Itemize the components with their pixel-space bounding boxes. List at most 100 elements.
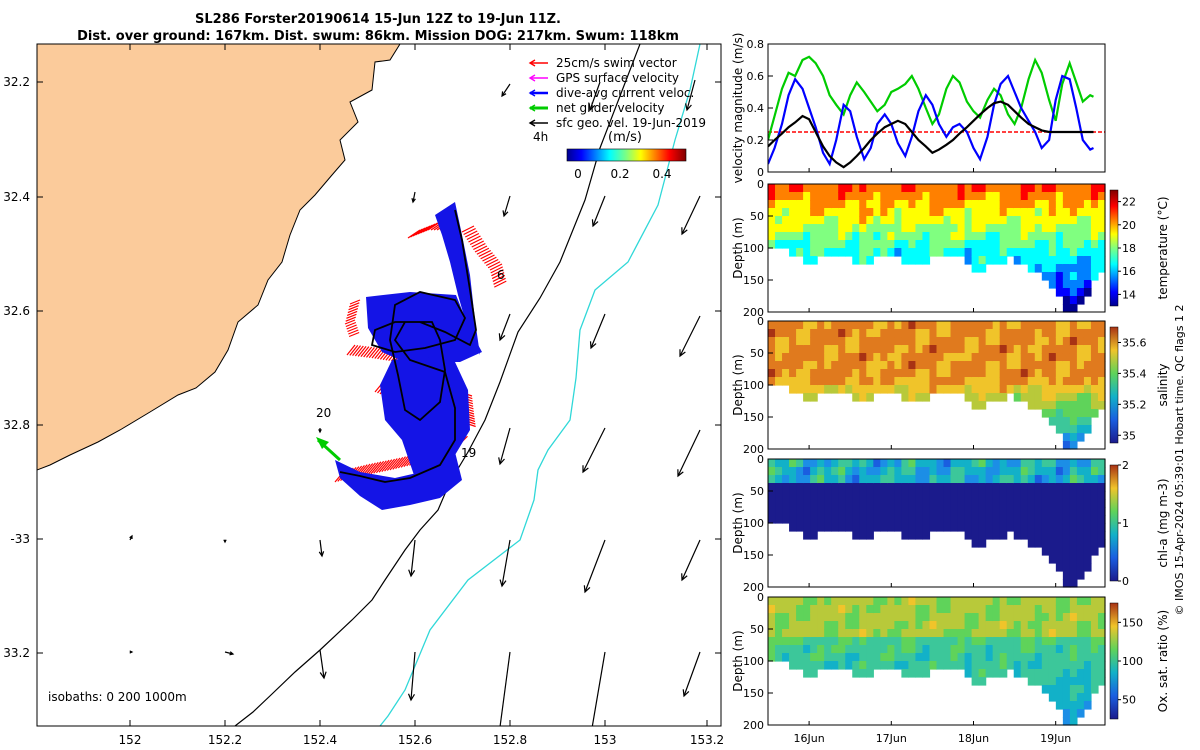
section-cell <box>1055 337 1064 346</box>
section-cell <box>782 629 790 638</box>
section-cell <box>1083 200 1092 209</box>
section-cell <box>1027 499 1036 508</box>
section-cell <box>999 361 1008 370</box>
section-cell <box>1041 361 1050 370</box>
section-cell <box>978 515 987 524</box>
section-cell <box>1076 459 1085 468</box>
section-cell <box>1048 693 1057 702</box>
section-cell <box>1013 597 1022 606</box>
section-cell <box>971 184 980 193</box>
section-cell <box>992 369 1001 378</box>
section-cell <box>1090 507 1099 516</box>
section-cell <box>866 361 874 370</box>
section-cell <box>929 523 938 532</box>
section-cell <box>992 669 1001 678</box>
section-cell <box>845 629 853 638</box>
section-cell <box>824 597 832 606</box>
section-cell <box>1041 645 1050 654</box>
section-cell <box>887 661 895 670</box>
section-cell <box>915 523 924 532</box>
section-cell <box>831 192 839 201</box>
swim-vector <box>349 299 361 305</box>
section-cell <box>943 361 952 370</box>
geo-arrow-shaft <box>410 651 416 701</box>
section-cell <box>1062 401 1071 410</box>
section-cell <box>943 385 952 394</box>
section-cell <box>1034 677 1043 686</box>
section-cell <box>1048 224 1057 233</box>
section-cell <box>789 240 797 249</box>
section-cell <box>1097 329 1106 338</box>
section-cell <box>1055 216 1064 225</box>
section-cell <box>936 621 945 630</box>
section-cell <box>831 499 839 508</box>
section-cell <box>1006 629 1015 638</box>
section-cell <box>866 321 874 330</box>
section-cell <box>1076 613 1085 622</box>
section-cell <box>950 515 959 524</box>
section-cell <box>824 475 832 484</box>
section-cell <box>789 345 797 354</box>
section-cell <box>782 515 790 524</box>
section-cell <box>992 393 1001 402</box>
section-cell <box>1020 184 1029 193</box>
section-cell <box>950 184 959 193</box>
section-ylabel: Depth (m) <box>731 354 745 415</box>
section-cell <box>1076 321 1085 330</box>
section-cell <box>999 337 1008 346</box>
section-cell <box>1062 467 1071 476</box>
geo-arrow-shaft <box>499 651 511 726</box>
lon-tick-label: 152.2 <box>208 733 242 747</box>
section-cell <box>1048 547 1057 556</box>
section-cell <box>1097 531 1106 540</box>
section-cell <box>901 345 910 354</box>
section-cell <box>852 531 860 540</box>
section-cell <box>852 240 860 249</box>
section-cell <box>978 629 987 638</box>
section-cell <box>824 240 832 249</box>
section-cell <box>964 200 973 209</box>
section-cell <box>1083 467 1092 476</box>
swim-vector <box>463 227 476 236</box>
section-cell <box>768 216 776 225</box>
section-cell <box>1069 507 1078 516</box>
section-cell <box>831 645 839 654</box>
swim-vector <box>476 247 490 255</box>
section-cell <box>845 597 853 606</box>
section-cell <box>901 669 910 678</box>
section-cell <box>1027 523 1036 532</box>
section-cell <box>1048 337 1057 346</box>
section-cell <box>838 467 846 476</box>
velocity-series <box>768 55 1094 169</box>
section-cell <box>894 661 902 670</box>
geo-arrow-shaft <box>681 539 701 581</box>
velocity-y-tick-label: 0.2 <box>747 134 765 147</box>
depth-tick-label: 200 <box>743 443 764 456</box>
section-cell <box>880 385 888 394</box>
section-cell <box>1069 555 1078 564</box>
section-cell <box>866 467 874 476</box>
section-colorbar <box>1109 602 1119 720</box>
section-cell <box>775 467 783 476</box>
section-cell <box>817 613 825 622</box>
section-cell <box>852 499 860 508</box>
section-cell <box>803 240 811 249</box>
section-cell <box>915 224 924 233</box>
section-cell <box>789 653 797 662</box>
section-cell <box>1076 377 1085 386</box>
section-cell <box>915 200 924 209</box>
section-cell <box>866 637 874 646</box>
section-cell <box>901 475 910 484</box>
section-cell <box>866 669 874 678</box>
section-cell <box>1041 531 1050 540</box>
section-cell <box>768 337 776 346</box>
section-colorbar <box>1109 464 1119 582</box>
section-cell <box>1062 216 1071 225</box>
section-cell <box>768 507 776 516</box>
section-cell <box>1090 669 1099 678</box>
section-cell <box>817 483 825 492</box>
section-cell <box>1069 483 1078 492</box>
section-cell <box>1097 483 1106 492</box>
section-cell <box>796 475 804 484</box>
section-cell <box>978 677 987 686</box>
